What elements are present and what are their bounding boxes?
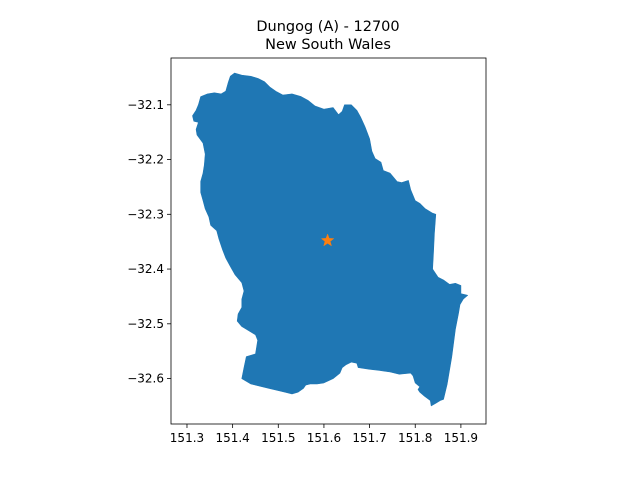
- y-tick-label: −32.3: [127, 207, 164, 221]
- y-tick-label: −32.2: [127, 153, 164, 167]
- x-tick-label: 151.8: [398, 431, 432, 445]
- chart-title-line1: Dungog (A) - 12700: [256, 19, 399, 35]
- y-axis: −32.1 −32.2 −32.3 −32.4 −32.5 −32.6: [127, 98, 171, 386]
- axes-frame: [170, 57, 487, 425]
- x-tick-label: 151.3: [170, 431, 204, 445]
- x-axis: 151.3 151.4 151.5 151.6 151.7 151.8 151.9: [170, 424, 478, 445]
- x-tick-label: 151.9: [444, 431, 478, 445]
- centroid-star-marker: [320, 233, 335, 247]
- x-tick-label: 151.5: [261, 431, 295, 445]
- y-tick-label: −32.1: [127, 98, 164, 112]
- x-tick-label: 151.4: [215, 431, 249, 445]
- y-tick-label: −32.4: [127, 262, 164, 276]
- chart-title-line2: New South Wales: [265, 37, 391, 53]
- plot-area: [192, 72, 468, 407]
- y-tick-label: −32.5: [127, 317, 164, 331]
- x-tick-label: 151.7: [352, 431, 386, 445]
- x-tick-label: 151.6: [307, 431, 341, 445]
- y-tick-label: −32.6: [127, 372, 164, 386]
